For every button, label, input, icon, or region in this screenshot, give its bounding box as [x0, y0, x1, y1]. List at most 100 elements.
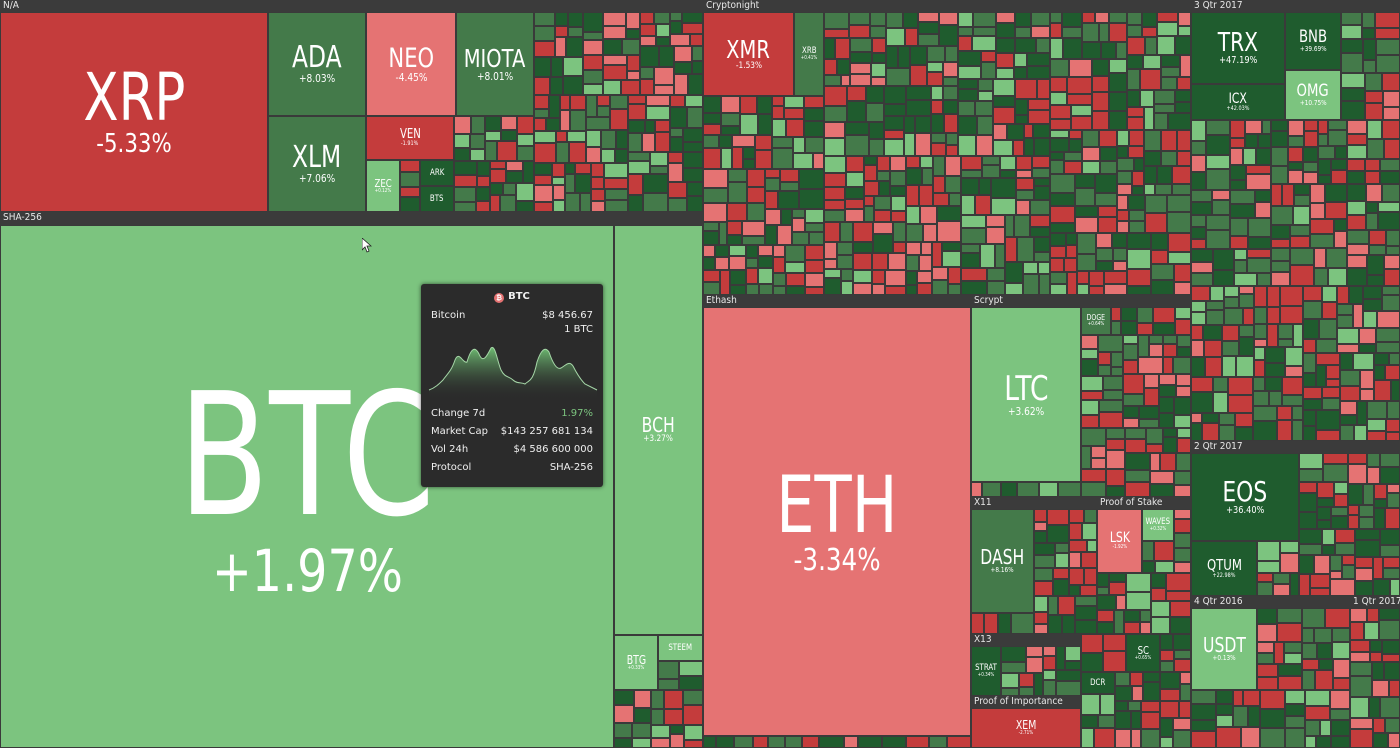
mini-coin-tile[interactable] — [847, 86, 866, 101]
mini-coin-tile[interactable] — [1341, 12, 1362, 25]
mini-coin-tile[interactable] — [1159, 413, 1174, 428]
mini-coin-tile[interactable] — [628, 133, 642, 152]
mini-coin-tile[interactable] — [1081, 694, 1100, 715]
mini-coin-tile[interactable] — [1230, 236, 1248, 249]
mini-coin-tile[interactable] — [874, 196, 891, 210]
mini-coin-tile[interactable] — [580, 193, 591, 212]
mini-coin-tile[interactable] — [1067, 272, 1077, 295]
mini-coin-tile[interactable] — [1069, 523, 1082, 540]
mini-coin-tile[interactable] — [1347, 171, 1365, 184]
mini-coin-tile[interactable] — [1318, 134, 1328, 146]
mini-coin-tile[interactable] — [824, 29, 849, 38]
mini-coin-tile[interactable] — [864, 156, 877, 165]
mini-coin-tile[interactable] — [485, 131, 501, 141]
mini-coin-tile[interactable] — [1366, 213, 1378, 230]
mini-coin-tile[interactable] — [1174, 282, 1191, 295]
mini-coin-tile[interactable] — [1389, 680, 1400, 697]
mini-coin-tile[interactable] — [550, 77, 563, 95]
mini-coin-tile[interactable] — [1153, 307, 1175, 323]
mini-coin-tile[interactable] — [780, 182, 799, 191]
mini-coin-tile[interactable] — [534, 163, 552, 175]
mini-coin-tile[interactable] — [703, 282, 720, 295]
mini-coin-tile[interactable] — [1175, 102, 1191, 113]
mini-coin-tile[interactable] — [1142, 27, 1157, 37]
mini-coin-tile[interactable] — [1050, 77, 1067, 92]
mini-coin-tile[interactable] — [1271, 120, 1288, 131]
mini-coin-tile[interactable] — [1246, 174, 1271, 190]
mini-coin-tile[interactable] — [597, 106, 610, 117]
mini-coin-tile[interactable] — [1230, 165, 1246, 180]
mini-coin-tile[interactable] — [1144, 130, 1161, 151]
mini-coin-tile[interactable] — [1350, 697, 1369, 718]
mini-coin-tile[interactable] — [841, 281, 853, 295]
mini-coin-tile[interactable] — [993, 107, 1015, 124]
mini-coin-tile[interactable] — [1048, 615, 1062, 634]
mini-coin-tile[interactable] — [1316, 410, 1340, 430]
mini-coin-tile[interactable] — [1364, 622, 1379, 640]
mini-coin-tile[interactable] — [601, 149, 615, 163]
mini-coin-tile[interactable] — [1150, 471, 1174, 484]
mini-coin-tile[interactable] — [1126, 592, 1151, 610]
mini-coin-tile[interactable] — [1163, 335, 1177, 344]
mini-coin-tile[interactable] — [1288, 162, 1303, 170]
mini-coin-tile[interactable] — [932, 280, 948, 295]
mini-coin-tile[interactable] — [1064, 258, 1077, 272]
mini-coin-tile[interactable] — [400, 197, 420, 212]
mini-coin-tile[interactable] — [1374, 499, 1387, 508]
mini-coin-tile[interactable] — [1005, 262, 1023, 283]
mini-coin-tile[interactable] — [765, 225, 777, 245]
mini-coin-tile[interactable] — [1175, 307, 1191, 319]
mini-coin-tile[interactable] — [958, 135, 976, 156]
mini-coin-tile[interactable] — [1267, 324, 1278, 347]
mini-coin-tile[interactable] — [1303, 286, 1322, 301]
mini-coin-tile[interactable] — [1065, 646, 1081, 661]
mini-coin-tile[interactable] — [1007, 124, 1024, 140]
coin-tile-ada[interactable]: ADA +8.03% — [268, 12, 366, 116]
mini-coin-tile[interactable] — [614, 690, 634, 705]
mini-coin-tile[interactable] — [1271, 248, 1290, 261]
mini-coin-tile[interactable] — [1253, 391, 1269, 406]
mini-coin-tile[interactable] — [1016, 156, 1032, 170]
mini-coin-tile[interactable] — [931, 143, 946, 156]
mini-coin-tile[interactable] — [1177, 428, 1191, 438]
mini-coin-tile[interactable] — [1326, 248, 1347, 268]
mini-coin-tile[interactable] — [1174, 519, 1191, 533]
mini-coin-tile[interactable] — [1097, 587, 1109, 595]
mini-coin-tile[interactable] — [1111, 352, 1123, 367]
mini-coin-tile[interactable] — [552, 163, 565, 177]
mini-coin-tile[interactable] — [1325, 184, 1347, 202]
mini-coin-tile[interactable] — [1271, 131, 1288, 147]
mini-coin-tile[interactable] — [1095, 12, 1109, 23]
mini-coin-tile[interactable] — [1121, 321, 1137, 335]
coin-tile-eth[interactable]: ETH -3.34% — [703, 307, 971, 736]
mini-coin-tile[interactable] — [719, 222, 727, 245]
mini-coin-tile[interactable] — [1034, 596, 1048, 612]
mini-coin-tile[interactable] — [921, 242, 932, 255]
mini-coin-tile[interactable] — [603, 65, 627, 80]
mini-coin-tile[interactable] — [1015, 99, 1028, 115]
mini-coin-tile[interactable] — [1191, 704, 1216, 720]
mini-coin-tile[interactable] — [1180, 672, 1191, 684]
mini-coin-tile[interactable] — [454, 148, 470, 161]
mini-coin-tile[interactable] — [1001, 688, 1019, 696]
mini-coin-tile[interactable] — [1370, 652, 1382, 662]
mini-coin-tile[interactable] — [1382, 184, 1400, 202]
mini-coin-tile[interactable] — [824, 75, 841, 86]
mini-coin-tile[interactable] — [1069, 139, 1082, 152]
mini-coin-tile[interactable] — [703, 245, 715, 257]
mini-coin-tile[interactable] — [1034, 522, 1047, 531]
mini-coin-tile[interactable] — [1151, 601, 1170, 617]
coin-tile-xrp[interactable]: XRP -5.33% — [0, 12, 268, 212]
mini-coin-tile[interactable] — [1115, 701, 1128, 711]
mini-coin-tile[interactable] — [870, 26, 886, 38]
mini-coin-tile[interactable] — [1056, 646, 1065, 670]
mini-coin-tile[interactable] — [1191, 172, 1206, 190]
mini-coin-tile[interactable] — [1117, 130, 1129, 146]
mini-coin-tile[interactable] — [1384, 269, 1400, 286]
mini-coin-tile[interactable] — [903, 12, 918, 28]
mini-coin-tile[interactable] — [759, 284, 773, 295]
mini-coin-tile[interactable] — [757, 96, 772, 114]
mini-coin-tile[interactable] — [1359, 344, 1376, 353]
mini-coin-tile[interactable] — [993, 140, 1013, 156]
mini-coin-tile[interactable] — [872, 253, 888, 270]
